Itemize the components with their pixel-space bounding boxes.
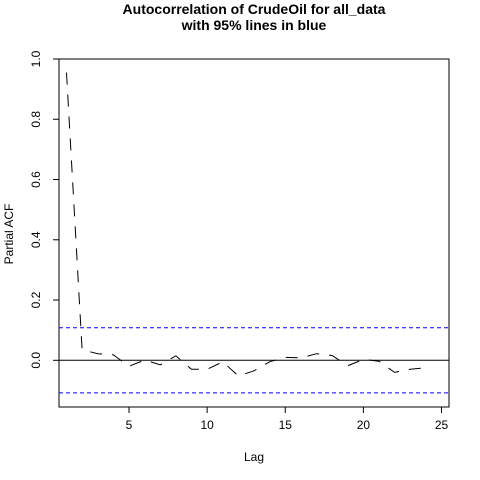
x-tick-label-25: 25: [435, 418, 449, 432]
plot-border: [58, 58, 450, 408]
y-axis-label: Partial ACF: [2, 204, 16, 265]
x-tick-label-5: 5: [126, 418, 133, 432]
chart-title: Autocorrelation of CrudeOil for all_data: [123, 1, 386, 17]
plot-frame: [58, 58, 450, 408]
y-tick-label-3: 0.6: [29, 171, 43, 188]
x-axis-label: Lag: [244, 450, 264, 464]
pacf-series: [66, 72, 426, 377]
confidence-lines: [59, 327, 449, 394]
y-tick-label-1: 0.2: [29, 291, 43, 308]
y-tick-label-5: 1.0: [29, 50, 43, 67]
x-axis: 5 10 15 20 25: [126, 407, 449, 432]
chart-subtitle: with 95% lines in blue: [181, 17, 327, 33]
x-tick-label-15: 15: [279, 418, 293, 432]
x-tick-label-20: 20: [357, 418, 371, 432]
pacf-line: [66, 72, 426, 377]
y-tick-label-2: 0.4: [29, 231, 43, 248]
y-axis: 0.0 0.2 0.4 0.6 0.8 1.0: [29, 50, 59, 369]
y-tick-label-0: 0.0: [29, 352, 43, 369]
x-tick-label-10: 10: [200, 418, 214, 432]
y-tick-label-4: 0.8: [29, 111, 43, 128]
